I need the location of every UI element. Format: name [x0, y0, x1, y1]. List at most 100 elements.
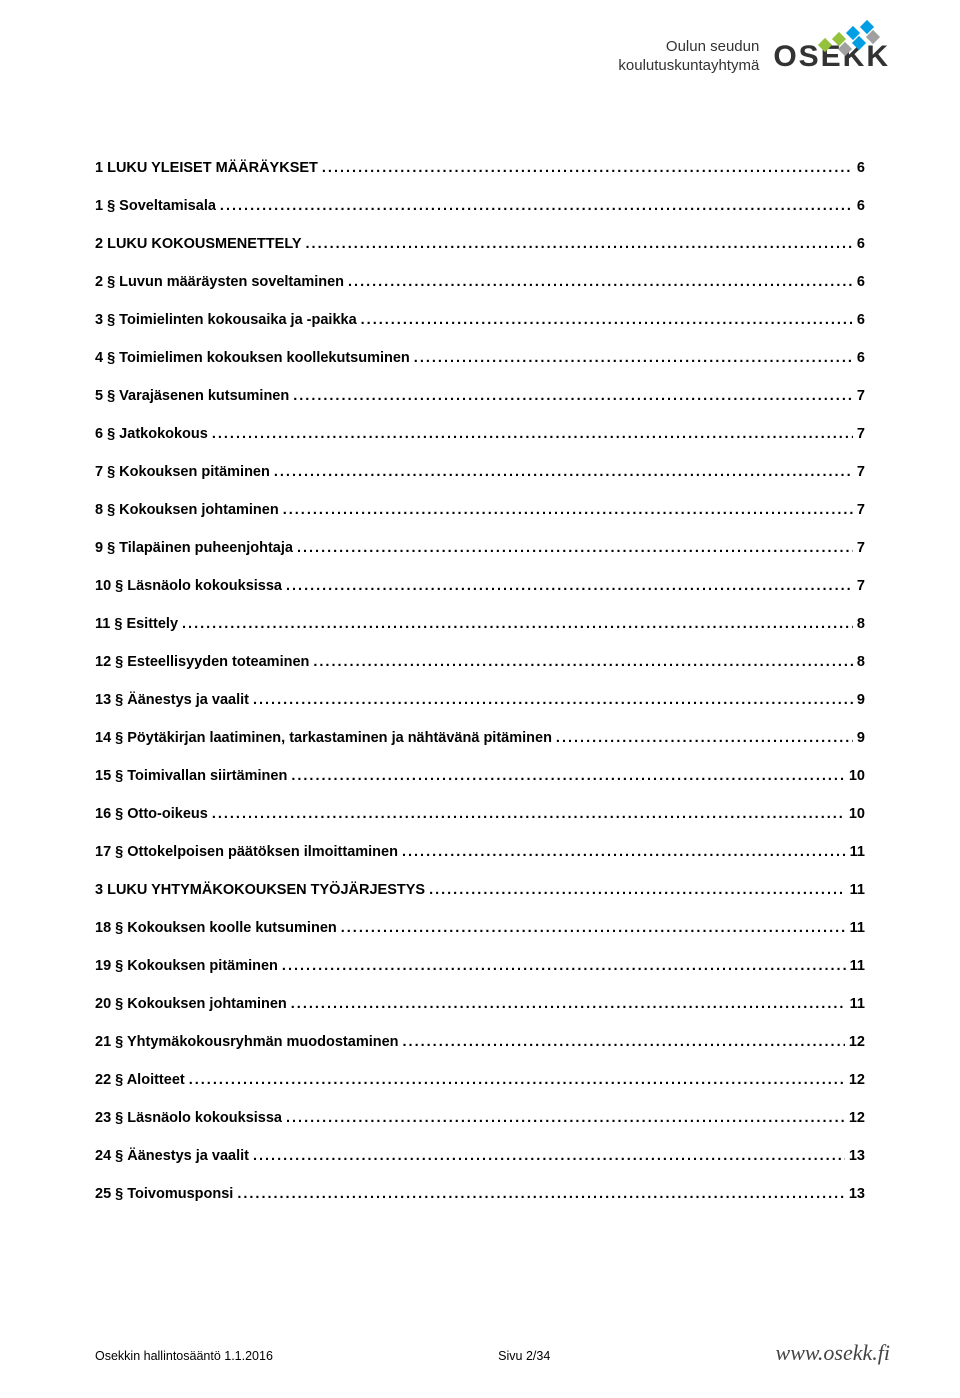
toc-label: 17 § Ottokelpoisen päätöksen ilmoittamin…: [95, 844, 398, 860]
toc-entry: 8 § Kokouksen johtaminen 7: [95, 502, 865, 518]
toc-leader: [274, 464, 853, 480]
toc-page: 6: [857, 274, 865, 290]
toc-page: 8: [857, 654, 865, 670]
toc-page: 6: [857, 312, 865, 328]
toc-page: 9: [857, 692, 865, 708]
toc-entry: 19 § Kokouksen pitäminen11: [95, 958, 865, 974]
toc-page: 7: [857, 502, 865, 518]
toc-entry: 11 § Esittely 8: [95, 616, 865, 632]
toc-label: 18 § Kokouksen koolle kutsuminen: [95, 920, 337, 936]
toc-leader: [429, 882, 846, 898]
toc-leader: [291, 768, 845, 784]
toc-leader: [237, 1186, 845, 1202]
footer-center: Sivu 2/34: [498, 1349, 550, 1363]
toc-label: 6 § Jatkokokous: [95, 426, 208, 442]
toc-label: 10 § Läsnäolo kokouksissa: [95, 578, 282, 594]
toc-label: 14 § Pöytäkirjan laatiminen, tarkastamin…: [95, 730, 552, 746]
logo-dot-icon: [818, 38, 832, 52]
toc-entry: 10 § Läsnäolo kokouksissa7: [95, 578, 865, 594]
toc-page: 12: [849, 1072, 865, 1088]
toc-label: 12 § Esteellisyyden toteaminen: [95, 654, 309, 670]
toc-entry: 4 § Toimielimen kokouksen koollekutsumin…: [95, 350, 865, 366]
toc-page: 12: [849, 1034, 865, 1050]
toc-entry: 18 § Kokouksen koolle kutsuminen 11: [95, 920, 865, 936]
toc-leader: [313, 654, 853, 670]
toc-leader: [253, 1148, 845, 1164]
toc-label: 22 § Aloitteet: [95, 1072, 185, 1088]
toc-page: 7: [857, 388, 865, 404]
toc-leader: [220, 198, 853, 214]
toc-leader: [556, 730, 853, 746]
toc-label: 4 § Toimielimen kokouksen koollekutsumin…: [95, 350, 410, 366]
toc-label: 5 § Varajäsenen kutsuminen: [95, 388, 289, 404]
toc-leader: [297, 540, 853, 556]
toc-entry: 7 § Kokouksen pitäminen 7: [95, 464, 865, 480]
toc-page: 7: [857, 464, 865, 480]
toc-leader: [286, 1110, 845, 1126]
toc-page: 6: [857, 198, 865, 214]
toc-page: 6: [857, 160, 865, 176]
toc-leader: [322, 160, 853, 176]
toc-entry: 6 § Jatkokokous 7: [95, 426, 865, 442]
toc-label: 2 § Luvun määräysten soveltaminen: [95, 274, 344, 290]
toc-leader: [291, 996, 846, 1012]
toc-leader: [348, 274, 853, 290]
toc-entry: 21 § Yhtymäkokousryhmän muodostaminen 12: [95, 1034, 865, 1050]
toc-page: 11: [850, 996, 865, 1012]
toc-label: 1 § Soveltamisala: [95, 198, 216, 214]
toc-entry: 15 § Toimivallan siirtäminen 10: [95, 768, 865, 784]
toc-entry: 22 § Aloitteet 12: [95, 1072, 865, 1088]
toc-label: 15 § Toimivallan siirtäminen: [95, 768, 287, 784]
toc-page: 10: [849, 768, 865, 784]
toc-page: 9: [857, 730, 865, 746]
toc-leader: [402, 844, 846, 860]
header-logo: Oulun seudun koulutuskuntayhtymä OSEKK: [618, 38, 890, 76]
toc-label: 3 § Toimielinten kokousaika ja -paikka: [95, 312, 357, 328]
toc-label: 16 § Otto-oikeus: [95, 806, 208, 822]
toc-label: 9 § Tilapäinen puheenjohtaja: [95, 540, 293, 556]
toc-entry: 20 § Kokouksen johtaminen 11: [95, 996, 865, 1012]
toc-page: 6: [857, 236, 865, 252]
toc-label: 20 § Kokouksen johtaminen: [95, 996, 287, 1012]
table-of-contents: 1 LUKU YLEISET MÄÄRÄYKSET61 § Soveltamis…: [95, 160, 865, 1224]
footer-url: www.osekk.fi: [776, 1340, 890, 1366]
toc-entry: 9 § Tilapäinen puheenjohtaja 7: [95, 540, 865, 556]
toc-label: 23 § Läsnäolo kokouksissa: [95, 1110, 282, 1126]
toc-page: 8: [857, 616, 865, 632]
toc-entry: 5 § Varajäsenen kutsuminen 7: [95, 388, 865, 404]
toc-page: 11: [850, 920, 865, 936]
toc-leader: [212, 806, 845, 822]
toc-entry: 17 § Ottokelpoisen päätöksen ilmoittamin…: [95, 844, 865, 860]
toc-leader: [361, 312, 853, 328]
toc-entry: 23 § Läsnäolo kokouksissa12: [95, 1110, 865, 1126]
toc-entry: 16 § Otto-oikeus 10: [95, 806, 865, 822]
toc-entry: 2 LUKU KOKOUSMENETTELY 6: [95, 236, 865, 252]
toc-leader: [253, 692, 853, 708]
toc-entry: 14 § Pöytäkirjan laatiminen, tarkastamin…: [95, 730, 865, 746]
toc-page: 13: [849, 1186, 865, 1202]
toc-leader: [293, 388, 853, 404]
toc-entry: 12 § Esteellisyyden toteaminen 8: [95, 654, 865, 670]
toc-label: 2 LUKU KOKOUSMENETTELY: [95, 236, 302, 252]
toc-page: 10: [849, 806, 865, 822]
toc-leader: [283, 502, 853, 518]
toc-label: 21 § Yhtymäkokousryhmän muodostaminen: [95, 1034, 399, 1050]
toc-label: 24 § Äänestys ja vaalit: [95, 1148, 249, 1164]
toc-page: 7: [857, 540, 865, 556]
toc-leader: [286, 578, 853, 594]
toc-label: 25 § Toivomusponsi: [95, 1186, 233, 1202]
toc-entry: 3 LUKU YHTYMÄKOKOUKSEN TYÖJÄRJESTYS11: [95, 882, 865, 898]
toc-page: 13: [849, 1148, 865, 1164]
toc-entry: 25 § Toivomusponsi 13: [95, 1186, 865, 1202]
toc-label: 8 § Kokouksen johtaminen: [95, 502, 279, 518]
toc-entry: 3 § Toimielinten kokousaika ja -paikka 6: [95, 312, 865, 328]
toc-page: 11: [850, 844, 865, 860]
toc-leader: [189, 1072, 845, 1088]
toc-entry: 1 § Soveltamisala 6: [95, 198, 865, 214]
toc-label: 7 § Kokouksen pitäminen: [95, 464, 270, 480]
logo-line1: Oulun seudun: [618, 38, 759, 57]
toc-label: 13 § Äänestys ja vaalit: [95, 692, 249, 708]
toc-page: 7: [857, 426, 865, 442]
toc-leader: [414, 350, 853, 366]
toc-leader: [403, 1034, 845, 1050]
